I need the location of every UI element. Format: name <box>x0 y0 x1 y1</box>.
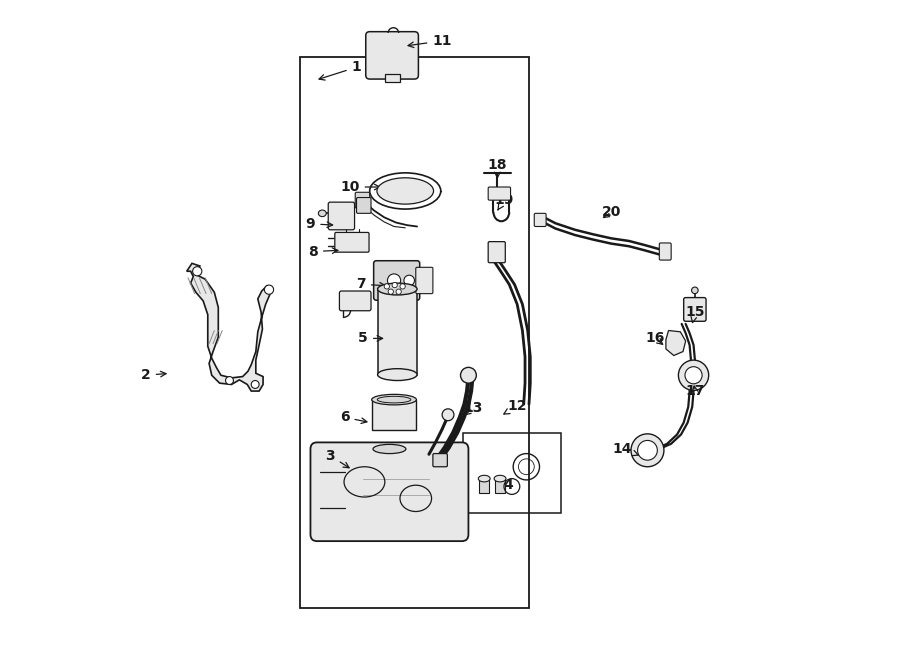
Circle shape <box>442 408 454 420</box>
FancyBboxPatch shape <box>374 260 419 300</box>
Circle shape <box>637 440 657 460</box>
FancyBboxPatch shape <box>488 242 505 262</box>
Circle shape <box>685 367 702 384</box>
Ellipse shape <box>372 395 417 405</box>
Circle shape <box>388 274 400 287</box>
Text: 16: 16 <box>645 331 665 346</box>
FancyBboxPatch shape <box>488 187 510 200</box>
Ellipse shape <box>370 173 441 209</box>
Bar <box>464 433 561 514</box>
FancyBboxPatch shape <box>365 32 418 79</box>
Text: 6: 6 <box>340 410 367 424</box>
Circle shape <box>461 368 476 383</box>
FancyBboxPatch shape <box>356 198 371 214</box>
Text: 9: 9 <box>306 217 333 231</box>
Circle shape <box>193 266 202 276</box>
Text: 5: 5 <box>358 331 382 346</box>
Text: 4: 4 <box>503 478 513 492</box>
Polygon shape <box>666 330 686 356</box>
Circle shape <box>404 275 415 286</box>
Circle shape <box>631 434 664 467</box>
Ellipse shape <box>377 178 434 204</box>
Ellipse shape <box>373 444 406 453</box>
Bar <box>378 289 417 375</box>
Text: 3: 3 <box>326 449 349 468</box>
Ellipse shape <box>478 475 491 482</box>
Bar <box>479 479 490 493</box>
FancyBboxPatch shape <box>684 297 706 321</box>
Circle shape <box>400 284 405 289</box>
Text: 17: 17 <box>685 384 705 398</box>
Circle shape <box>251 381 259 389</box>
FancyBboxPatch shape <box>356 192 370 208</box>
Ellipse shape <box>378 283 417 295</box>
Text: 8: 8 <box>308 245 338 258</box>
Circle shape <box>226 377 233 385</box>
FancyBboxPatch shape <box>335 233 369 253</box>
Text: 20: 20 <box>601 205 621 219</box>
Text: 1: 1 <box>319 60 362 80</box>
Ellipse shape <box>494 475 506 482</box>
Text: 18: 18 <box>488 157 507 178</box>
FancyBboxPatch shape <box>660 243 671 260</box>
Bar <box>385 74 400 82</box>
Text: 15: 15 <box>685 305 705 323</box>
Circle shape <box>384 284 390 289</box>
FancyBboxPatch shape <box>535 214 546 227</box>
Bar <box>372 400 417 430</box>
Text: 13: 13 <box>464 401 482 415</box>
Bar <box>300 57 529 608</box>
FancyBboxPatch shape <box>416 267 433 293</box>
FancyBboxPatch shape <box>310 442 468 541</box>
Text: 2: 2 <box>141 368 166 382</box>
FancyBboxPatch shape <box>328 202 355 230</box>
Text: 19: 19 <box>494 193 514 210</box>
Text: 10: 10 <box>340 180 380 194</box>
FancyBboxPatch shape <box>433 453 447 467</box>
Bar <box>495 479 505 493</box>
Circle shape <box>396 289 401 294</box>
Text: 11: 11 <box>408 34 452 48</box>
Text: 14: 14 <box>613 442 638 456</box>
Ellipse shape <box>378 369 417 381</box>
Circle shape <box>392 282 397 288</box>
FancyBboxPatch shape <box>339 291 371 311</box>
Ellipse shape <box>319 210 327 217</box>
Text: 7: 7 <box>356 278 385 292</box>
Polygon shape <box>186 263 273 391</box>
Circle shape <box>265 285 274 294</box>
Text: 12: 12 <box>504 399 526 414</box>
Circle shape <box>679 360 708 391</box>
Circle shape <box>691 287 698 293</box>
Circle shape <box>388 289 393 294</box>
